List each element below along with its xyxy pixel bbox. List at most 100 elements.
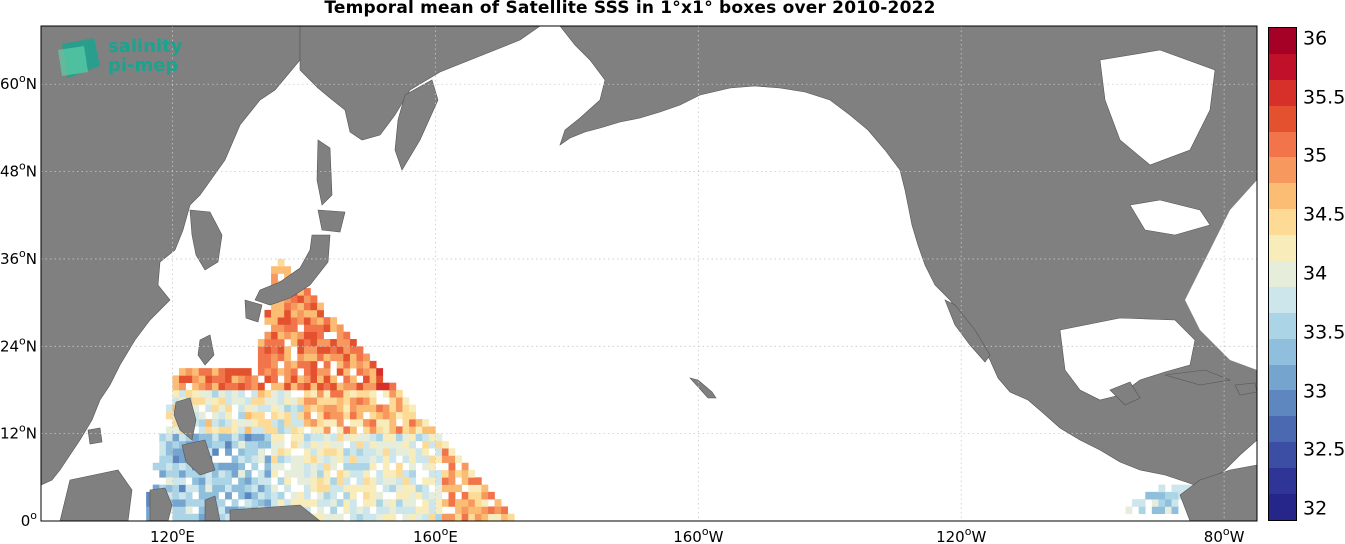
- sss-cell: [179, 448, 186, 456]
- sss-cell: [363, 419, 370, 427]
- sss-cell: [363, 462, 370, 471]
- sss-cell: [264, 331, 272, 340]
- sss-cell: [271, 404, 278, 413]
- sss-cell: [409, 426, 416, 434]
- sss-cell: [468, 499, 476, 507]
- sss-cell: [330, 353, 338, 362]
- sss-cell: [303, 506, 311, 515]
- sss-cell: [395, 426, 403, 434]
- sss-cell: [336, 368, 344, 376]
- sss-cell: [428, 499, 436, 507]
- sss-cell: [323, 339, 331, 347]
- sss-cell: [363, 404, 370, 413]
- sss-cell: [277, 339, 285, 347]
- land-cuba: [1164, 369, 1232, 386]
- sss-cell: [257, 389, 265, 398]
- sss-cell: [317, 368, 324, 376]
- sss-cell: [179, 506, 186, 515]
- sss-cell: [290, 499, 298, 507]
- lon-tick-label: 120oE: [150, 525, 195, 544]
- sss-cell: [474, 499, 482, 507]
- sss-cell: [277, 462, 285, 471]
- sss-cell: [402, 455, 410, 464]
- sss-cell: [205, 419, 213, 427]
- sss-cell: [297, 360, 305, 369]
- sss-cell: [474, 513, 482, 521]
- sss-cell: [290, 440, 298, 449]
- sss-cell: [290, 491, 298, 500]
- sss-cell: [382, 426, 390, 434]
- sss-cell: [238, 397, 246, 405]
- sss-cell: [415, 448, 423, 456]
- sss-cell: [264, 470, 272, 478]
- sss-cell: [264, 346, 272, 354]
- sss-cell: [303, 462, 311, 471]
- sss-cell: [277, 397, 285, 405]
- sss-cell: [343, 411, 351, 420]
- sss-cell: [211, 375, 219, 383]
- sss-cell: [185, 506, 193, 515]
- sss-cell: [251, 389, 259, 398]
- sss-cell: [303, 470, 311, 478]
- sss-cell: [415, 455, 423, 464]
- sss-cell: [159, 455, 167, 464]
- sss-cell: [172, 440, 180, 449]
- sss-cell: [323, 455, 331, 464]
- sss-cell: [415, 506, 423, 515]
- sss-cell: [277, 440, 285, 449]
- sss-cell: [303, 499, 311, 507]
- sss-cell: [310, 455, 318, 464]
- sss-cell: [218, 419, 226, 427]
- sss-cell: [336, 440, 344, 449]
- lat-tick-label: 12oN: [0, 422, 37, 443]
- sss-cell: [271, 360, 278, 369]
- sss-cell: [415, 433, 423, 442]
- sss-cell: [271, 499, 278, 507]
- sss-cell: [389, 433, 397, 442]
- sss-cell: [330, 440, 338, 449]
- sss-cell: [271, 491, 278, 500]
- sss-cell: [244, 368, 252, 376]
- sss-cell: [238, 368, 246, 376]
- sss-cell: [303, 491, 311, 500]
- sss-cell: [310, 353, 318, 362]
- sss-cell: [369, 419, 377, 427]
- sss-cell: [323, 368, 331, 376]
- sss-cell: [349, 455, 357, 464]
- sss-cell: [218, 404, 226, 413]
- sss-cell: [264, 389, 272, 398]
- sss-cell: [218, 440, 226, 449]
- sss-cell: [303, 389, 311, 398]
- sss-cell: [428, 470, 436, 478]
- sss-cell: [251, 448, 259, 456]
- sss-cell: [382, 470, 390, 478]
- sss-cell: [238, 462, 246, 471]
- sss-cell: [271, 411, 278, 420]
- sss-cell: [198, 491, 206, 500]
- sss-cell: [382, 455, 390, 464]
- sss-cell: [165, 477, 173, 485]
- sss-cell: [422, 419, 430, 427]
- sss-cell: [310, 317, 318, 325]
- sss-cell: [290, 462, 298, 471]
- sss-cell: [179, 470, 186, 478]
- sss-cell: [165, 440, 173, 449]
- sss-cell: [389, 389, 397, 398]
- sss-cell: [336, 360, 344, 369]
- sss-cell: [448, 513, 456, 521]
- sss-cell: [152, 484, 160, 493]
- sss-cell: [165, 455, 173, 464]
- sss-cell: [290, 360, 298, 369]
- sss-cell: [297, 411, 305, 420]
- sss-cell: [264, 309, 272, 318]
- sss-cell: [356, 389, 364, 398]
- colorbar-segment: [1269, 209, 1296, 236]
- sss-cell: [277, 433, 285, 442]
- sss-cell: [165, 462, 173, 471]
- sss-cell: [297, 404, 305, 413]
- sss-cell: [330, 389, 338, 398]
- sss-cell: [461, 491, 469, 500]
- sss-cell: [290, 426, 298, 434]
- colorbar-segment: [1269, 416, 1296, 443]
- lat-tick-label: 36oN: [0, 247, 37, 268]
